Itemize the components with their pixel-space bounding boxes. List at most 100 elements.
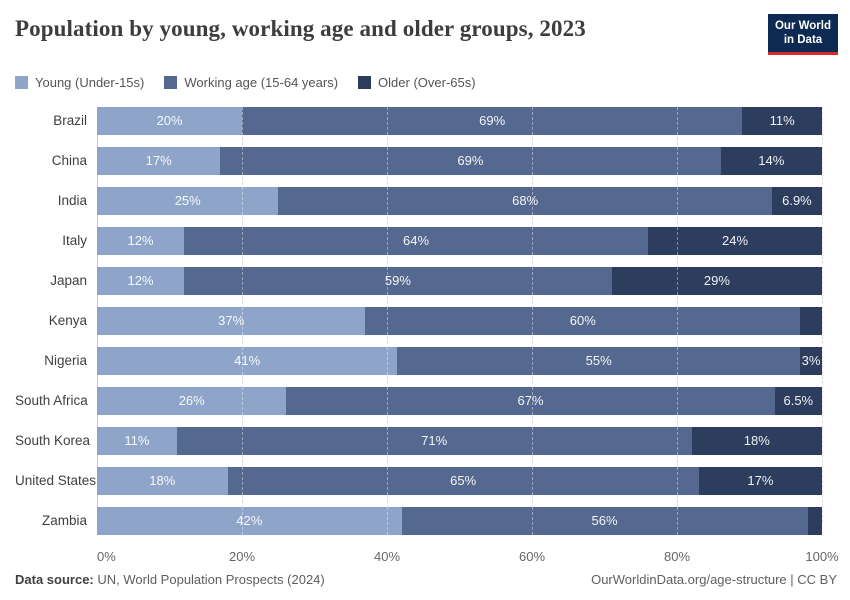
legend: Young (Under-15s) Working age (15-64 year…: [15, 75, 850, 90]
gridline-front: [532, 306, 533, 335]
bar-track: 26% 67% 6.5%: [97, 386, 823, 415]
plot-area: Brazil 20% 69% 11% China 17% 69% 14% India 25% 68%…: [15, 106, 850, 535]
data-source-text: UN, World Population Prospects (2024): [93, 572, 325, 587]
gridline-front: [822, 466, 823, 495]
bar-value-label: 29%: [703, 273, 730, 289]
gridline-front: [532, 226, 533, 255]
bar-value-label: 24%: [721, 233, 749, 249]
bar-row-japan: Japan 12% 59% 29%: [15, 266, 850, 295]
country-label: Brazil: [53, 113, 87, 129]
gridline-front: [677, 346, 678, 375]
bar-row-india: India 25% 68% 6.9%: [15, 186, 850, 215]
x-tick-40pct: 40%: [373, 548, 401, 564]
gridline-front: [532, 106, 533, 135]
gridline-front: [242, 146, 243, 175]
owid-url-link[interactable]: OurWorldinData.org/age-structure | CC BY: [591, 572, 837, 587]
gridline-front: [387, 426, 388, 455]
bar-row-kenya: Kenya 37% 60%: [15, 306, 850, 335]
bar-segment-1: 65%: [227, 466, 699, 495]
footer: Data source: UN, World Population Prospe…: [15, 572, 837, 587]
gridline-front: [822, 226, 823, 255]
bar-segment-2: 17%: [698, 466, 822, 495]
bar-row-china: China 17% 69% 14%: [15, 146, 850, 175]
country-label: United States: [15, 473, 97, 489]
bar-value-label: 64%: [402, 233, 430, 249]
bar-track: 37% 60%: [97, 306, 823, 335]
bar-value-label: 3%: [801, 353, 821, 369]
bar-value-label: 20%: [156, 113, 183, 129]
bar-segment-2: 11%: [742, 106, 822, 135]
bar-value-label: 12%: [127, 273, 154, 289]
logo-line-2: in Data: [783, 34, 823, 47]
gridline-front: [387, 146, 388, 175]
bar-segment-1: 59%: [184, 266, 612, 295]
bar-row-nigeria: Nigeria 41% 55% 3%: [15, 346, 850, 375]
gridline-front: [532, 146, 533, 175]
bar-segment-1: 67%: [286, 386, 775, 415]
gridline-front: [822, 146, 823, 175]
bar-track: 18% 65% 17%: [97, 466, 823, 495]
bar-segment-0: 42%: [97, 506, 402, 535]
gridline-front: [677, 386, 678, 415]
bar-segment-0: 17%: [97, 146, 221, 175]
bar-row-italy: Italy 12% 64% 24%: [15, 226, 850, 255]
bar-segment-2: [807, 506, 822, 535]
bar-value-label: 17%: [747, 473, 774, 489]
country-label: Zambia: [41, 513, 87, 529]
bar-track: 12% 64% 24%: [97, 226, 823, 255]
x-tick-80pct: 80%: [663, 548, 691, 564]
x-tick-60pct: 60%: [518, 548, 546, 564]
bar-segment-2: 18%: [691, 426, 822, 455]
gridline-front: [532, 346, 533, 375]
bar-value-label: 69%: [479, 113, 506, 129]
bar-value-label: 11%: [769, 113, 795, 129]
gridline-front: [822, 186, 823, 215]
x-tick-100pct: 100%: [805, 548, 839, 564]
gridline-front: [677, 306, 678, 335]
gridline-front: [242, 226, 243, 255]
gridline-front: [387, 506, 388, 535]
gridline-front: [532, 386, 533, 415]
x-tick-0pct: 0%: [97, 548, 116, 564]
bar-segment-2: 14%: [720, 146, 822, 175]
gridline-front: [242, 346, 243, 375]
gridline-front: [677, 226, 678, 255]
bar-row-brazil: Brazil 20% 69% 11%: [15, 106, 850, 135]
bar-segment-1: 71%: [176, 426, 692, 455]
gridline-front: [242, 506, 243, 535]
gridline-front: [532, 266, 533, 295]
bar-segment-1: 69%: [242, 106, 743, 135]
gridline-front: [387, 106, 388, 135]
bar-value-label: 42%: [236, 513, 263, 529]
bar-segment-0: 12%: [97, 226, 184, 255]
bar-segment-1: 64%: [184, 226, 648, 255]
gridline-front: [677, 106, 678, 135]
gridline-back: [822, 106, 823, 523]
country-label: South Africa: [15, 393, 88, 409]
bar-track: 17% 69% 14%: [97, 146, 823, 175]
gridline-front: [387, 266, 388, 295]
country-label: Nigeria: [44, 353, 87, 369]
gridline-front: [387, 226, 388, 255]
chart-title: Population by young, working age and old…: [15, 16, 586, 41]
owid-logo: Our World in Data: [768, 14, 838, 55]
bar-segment-2: 6.9%: [771, 186, 822, 215]
gridline-front: [822, 266, 823, 295]
x-tick-20pct: 20%: [228, 548, 256, 564]
bar-segment-2: 3%: [800, 346, 822, 375]
bar-segment-0: 41%: [97, 346, 398, 375]
gridline-front: [387, 466, 388, 495]
bar-segment-1: 55%: [397, 346, 801, 375]
gridline-front: [822, 386, 823, 415]
gridline-front: [387, 386, 388, 415]
bar-row-south-africa: South Africa 26% 67% 6.5%: [15, 386, 850, 415]
gridline-front: [532, 426, 533, 455]
bar-segment-1: 56%: [401, 506, 808, 535]
bar-track: 11% 71% 18%: [97, 426, 823, 455]
gridline-front: [532, 186, 533, 215]
bar-segment-1: 69%: [220, 146, 721, 175]
legend-item-0: Young (Under-15s): [15, 75, 144, 90]
data-source: Data source: UN, World Population Prospe…: [15, 572, 325, 587]
gridline-front: [242, 106, 243, 135]
